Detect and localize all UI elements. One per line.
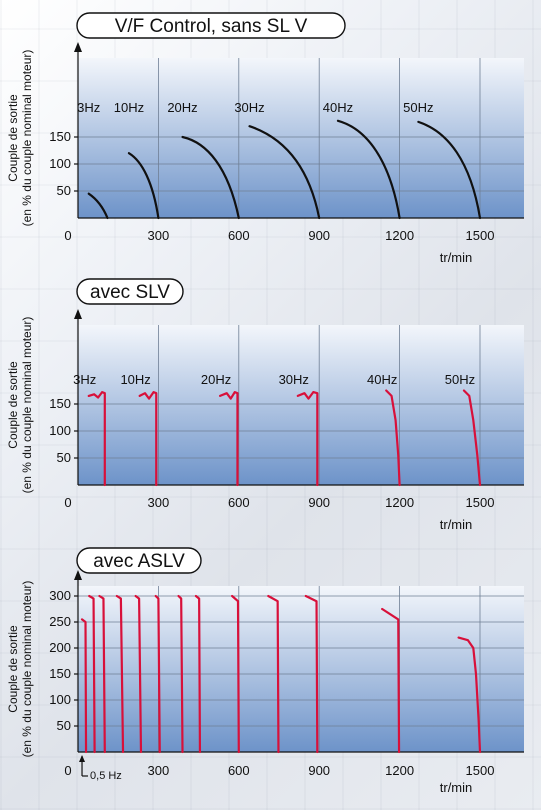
series-line-7 bbox=[177, 594, 184, 754]
series-line-10hz bbox=[127, 152, 160, 220]
x-tick-label: 300 bbox=[148, 228, 170, 243]
y-axis-arrow-icon bbox=[74, 309, 82, 319]
series-line-11 bbox=[304, 594, 319, 754]
x-axis-label: tr/min bbox=[440, 517, 473, 532]
x-tick-label: 1200 bbox=[385, 495, 414, 510]
chart-panel-3: 0 300 600 900 1200 1500 50 100 150 200 250 300 tr/mi… bbox=[6, 547, 524, 795]
chart-title-box bbox=[76, 12, 346, 39]
series-line-9 bbox=[231, 594, 240, 754]
y-tick-label: 50 bbox=[57, 718, 71, 733]
y-axis-arrow-icon bbox=[74, 42, 82, 52]
x-tick-label: 900 bbox=[308, 495, 330, 510]
y-tick-label: 250 bbox=[49, 614, 71, 629]
chart-panel-2: 0 300 600 900 1200 1500 50 100 150 tr/min Couple d… bbox=[6, 278, 524, 532]
x-tick-label: 1500 bbox=[466, 495, 495, 510]
y-axis-label-sub: (en % du couple nominal moteur) bbox=[20, 317, 34, 494]
series-label: 3Hz bbox=[73, 372, 96, 387]
series-line-50hz bbox=[417, 120, 482, 220]
series-label: 40Hz bbox=[323, 100, 353, 115]
series-line-20hz bbox=[218, 391, 239, 487]
y-axis-label: Couple de sortie bbox=[6, 361, 20, 449]
y-axis-label: Couple de sortie bbox=[6, 625, 20, 713]
series-label: 30Hz bbox=[279, 372, 309, 387]
series-line-1 bbox=[80, 618, 88, 754]
series-line-3hz bbox=[87, 391, 106, 487]
series-line-50hz bbox=[462, 389, 482, 487]
series-line-30hz bbox=[248, 125, 321, 220]
series-line-3 bbox=[98, 594, 106, 754]
series-line-5 bbox=[134, 594, 143, 754]
y-axis-label-sub: (en % du couple nominal moteur) bbox=[20, 581, 34, 758]
plot-area bbox=[78, 586, 524, 752]
x-tick-label: 300 bbox=[148, 763, 170, 778]
series-line-12 bbox=[381, 607, 401, 754]
x-tick-label: 900 bbox=[308, 228, 330, 243]
y-tick-label: 50 bbox=[57, 183, 71, 198]
x-tick-label: 0 bbox=[64, 763, 71, 778]
series-label: 50Hz bbox=[403, 100, 433, 115]
series-label: 10Hz bbox=[120, 372, 150, 387]
y-tick-label: 200 bbox=[49, 640, 71, 655]
x-tick-label: 600 bbox=[228, 763, 250, 778]
x-tick-label: 1200 bbox=[385, 763, 414, 778]
chart-title-box bbox=[76, 278, 184, 305]
x-tick-label: 1500 bbox=[466, 763, 495, 778]
chart-title: avec ASLV bbox=[93, 551, 185, 572]
series-label: 3Hz bbox=[77, 100, 100, 115]
y-tick-label: 300 bbox=[49, 588, 71, 603]
x-tick-label: 300 bbox=[148, 495, 170, 510]
series-line-6 bbox=[154, 594, 161, 754]
annotation-arrow-icon bbox=[79, 755, 86, 762]
x-tick-label: 900 bbox=[308, 763, 330, 778]
x-tick-label: 0 bbox=[64, 228, 71, 243]
series-line-10 bbox=[267, 594, 280, 754]
y-axis-label-sub: (en % du couple nominal moteur) bbox=[20, 50, 34, 227]
series-label: 10Hz bbox=[114, 100, 144, 115]
chart-title: avec SLV bbox=[90, 282, 170, 303]
series-line-2 bbox=[88, 594, 96, 754]
x-tick-label: 600 bbox=[228, 495, 250, 510]
y-tick-label: 50 bbox=[57, 450, 71, 465]
x-axis-label: tr/min bbox=[440, 780, 473, 795]
plot-area bbox=[78, 58, 524, 218]
chart-title-box bbox=[76, 547, 202, 574]
series-line-8 bbox=[194, 594, 202, 754]
series-label: 30Hz bbox=[234, 100, 264, 115]
y-tick-label: 100 bbox=[49, 692, 71, 707]
series-line-4 bbox=[115, 594, 125, 754]
series-line-10hz bbox=[138, 391, 158, 487]
series-line-20hz bbox=[181, 135, 240, 220]
y-tick-label: 150 bbox=[49, 666, 71, 681]
series-line-30hz bbox=[296, 391, 319, 487]
series-line-3hz bbox=[87, 192, 109, 220]
chart-title: V/F Control, sans SL V bbox=[115, 16, 308, 37]
x-tick-label: 600 bbox=[228, 228, 250, 243]
series-label: 40Hz bbox=[367, 372, 397, 387]
x-axis-label: tr/min bbox=[440, 250, 473, 265]
y-tick-label: 150 bbox=[49, 396, 71, 411]
series-line-40hz bbox=[336, 119, 401, 220]
y-axis-label: Couple de sortie bbox=[6, 94, 20, 182]
series-line-40hz bbox=[385, 389, 401, 487]
annotation-label: 0,5 Hz bbox=[90, 770, 122, 782]
series-label: 20Hz bbox=[201, 372, 231, 387]
plot-area bbox=[78, 325, 524, 485]
x-tick-label: 0 bbox=[64, 495, 71, 510]
chart-panel-1: 0 300 600 900 1200 1500 50 100 150 tr/min Couple d… bbox=[6, 12, 524, 265]
y-axis-arrow-icon bbox=[74, 570, 82, 580]
series-line-13 bbox=[457, 636, 482, 754]
x-tick-label: 1200 bbox=[385, 228, 414, 243]
y-tick-label: 150 bbox=[49, 129, 71, 144]
x-tick-label: 1500 bbox=[466, 228, 495, 243]
series-label: 50Hz bbox=[445, 372, 475, 387]
y-tick-label: 100 bbox=[49, 423, 71, 438]
y-tick-label: 100 bbox=[49, 156, 71, 171]
series-label: 20Hz bbox=[167, 100, 197, 115]
